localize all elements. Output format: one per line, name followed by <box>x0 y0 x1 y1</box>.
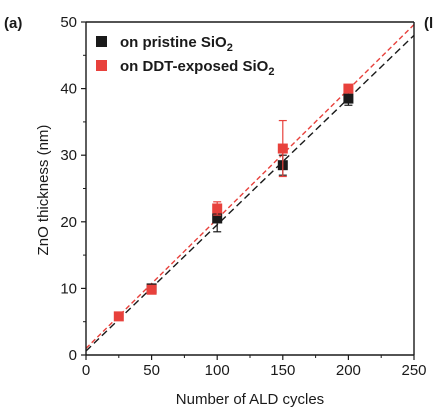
legend-subscript: 2 <box>268 66 274 78</box>
data-point-series-1 <box>212 213 223 224</box>
fit-line-series-2 <box>85 24 415 349</box>
fit-lines <box>85 24 415 352</box>
y-tick-label: 40 <box>60 81 77 98</box>
data-point-series-2 <box>146 284 157 295</box>
data-point-series-2 <box>277 143 288 154</box>
y-axis-title: ZnO thickness (nm) <box>35 125 52 256</box>
legend-swatch-series-1 <box>96 36 107 47</box>
data-point-series-1 <box>343 93 354 104</box>
legend-label-series-1: on pristine SiO2 <box>120 34 233 54</box>
legend: on pristine SiO2 on DDT-exposed SiO2 <box>96 34 274 78</box>
y-tick-label: 20 <box>60 214 77 231</box>
data-marks <box>113 83 354 322</box>
x-tick-label: 250 <box>401 362 426 379</box>
x-axis-title: Number of ALD cycles <box>176 391 324 408</box>
y-tick-label: 30 <box>60 147 77 164</box>
data-point-series-2 <box>113 311 124 322</box>
x-tick-label: 100 <box>205 362 230 379</box>
fit-line-series-1 <box>85 34 415 352</box>
x-tick-label: 200 <box>336 362 361 379</box>
y-tick-label: 0 <box>69 347 77 364</box>
tick-labels: 0 50 100 150 200 250 0 10 20 30 40 50 <box>60 14 426 379</box>
legend-swatch-series-2 <box>96 60 107 71</box>
next-panel-label-fragment: (l <box>424 15 433 32</box>
data-point-series-2 <box>212 203 223 214</box>
y-tick-label: 10 <box>60 280 77 297</box>
x-tick-label: 0 <box>82 362 90 379</box>
legend-subscript: 2 <box>227 42 233 54</box>
x-tick-label: 50 <box>143 362 160 379</box>
panel-labels: (a) (l <box>4 15 433 32</box>
data-point-series-2 <box>343 83 354 94</box>
panel-label: (a) <box>4 15 22 32</box>
y-tick-label: 50 <box>60 14 77 31</box>
x-tick-label: 150 <box>270 362 295 379</box>
axes <box>81 21 415 360</box>
legend-label-series-2: on DDT-exposed SiO2 <box>120 58 274 78</box>
